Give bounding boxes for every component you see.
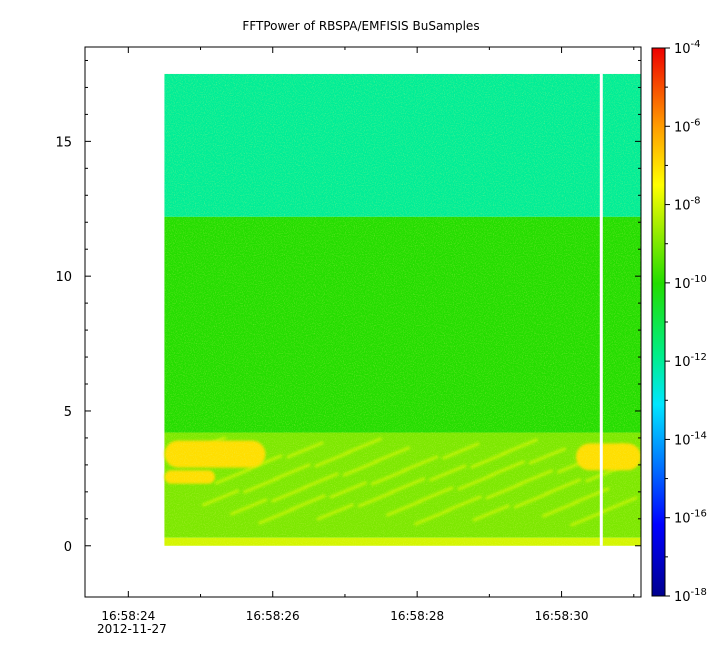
colorbar-tick-label: 10-16	[674, 509, 707, 527]
y-tick-label: 15	[55, 135, 72, 150]
spectrogram-plot	[164, 73, 641, 546]
x-axis: 16:58:24 16:58:26 16:58:28 16:58:30	[101, 47, 635, 623]
x-tick-label: 16:58:30	[535, 609, 589, 623]
colorbar-axis: 10-4 10-6 10-8 10-10 10-12 10-14 10-16 10-18	[665, 39, 707, 605]
chart-title: FFTPower of RBSPA/EMFISIS BuSamples	[242, 19, 479, 33]
y-tick-label: 10	[55, 270, 72, 285]
x-date-label: 2012-11-27	[97, 622, 167, 636]
colorbar-tick-label: 10-4	[674, 39, 701, 57]
data-gap	[599, 73, 603, 546]
x-tick-label: 16:58:26	[246, 609, 300, 623]
plot-frame	[84, 46, 642, 598]
heatmap-noise	[164, 73, 641, 546]
x-tick-label: 16:58:28	[390, 609, 444, 623]
colorbar-tick-label: 10-6	[674, 117, 701, 135]
y-tick-label: 5	[64, 405, 72, 420]
x-tick-label: 16:58:24	[101, 609, 155, 623]
colorbar-tick-label: 10-10	[674, 274, 707, 292]
y-axis: 0 5 10 15	[55, 59, 641, 555]
colorbar-tick-label: 10-18	[674, 587, 707, 605]
colorbar	[651, 47, 666, 597]
colorbar-tick-label: 10-8	[674, 196, 701, 214]
colorbar-tick-label: 10-12	[674, 352, 707, 370]
y-tick-label: 0	[64, 540, 72, 555]
colorbar-tick-label: 10-14	[674, 430, 707, 448]
